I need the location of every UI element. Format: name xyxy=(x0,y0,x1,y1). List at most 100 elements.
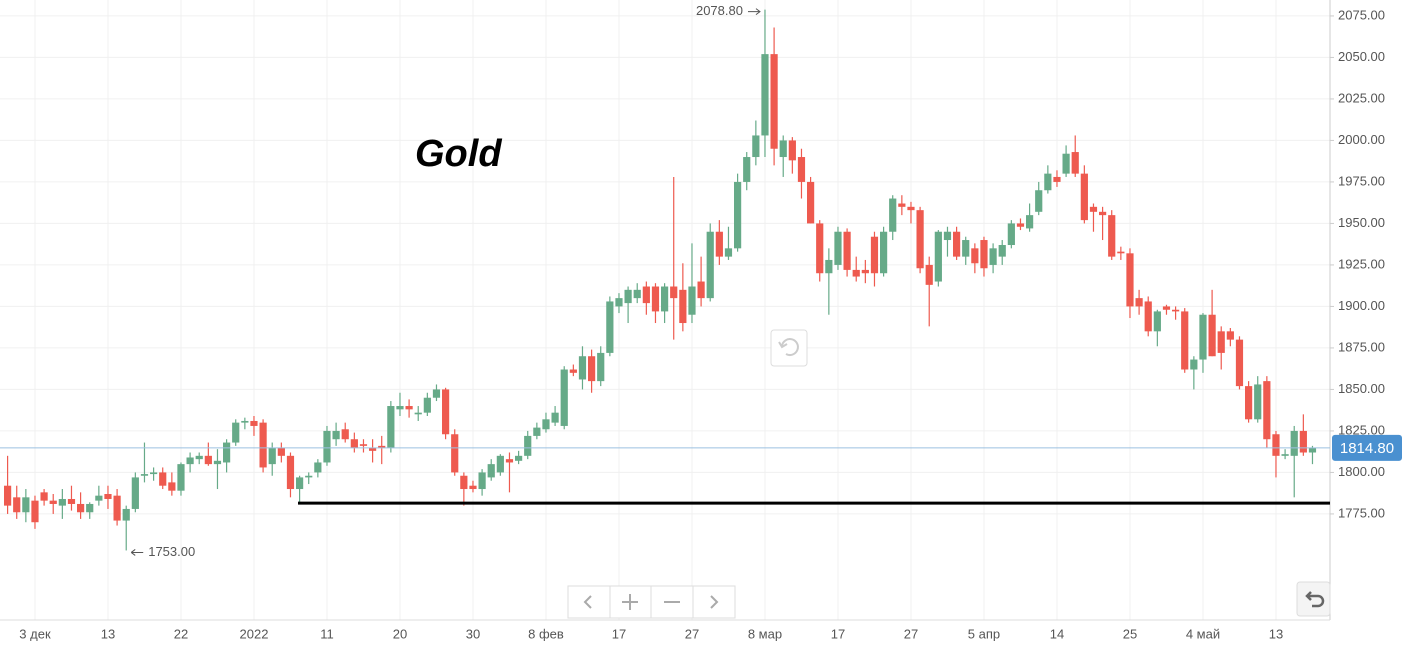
candle-body xyxy=(962,240,970,257)
candle-body xyxy=(13,497,21,513)
x-tick-label: 3 дек xyxy=(19,626,51,641)
candle-body xyxy=(788,140,796,161)
candle-body xyxy=(140,474,149,476)
x-tick-label: 8 мар xyxy=(748,626,782,641)
candle-body xyxy=(478,472,486,490)
candle-body xyxy=(569,369,577,373)
y-tick-label: 1825.00 xyxy=(1338,422,1385,437)
annotation-arrow xyxy=(747,8,761,16)
candle-body xyxy=(1080,173,1088,221)
candle-body xyxy=(916,210,924,269)
reset-scale-button[interactable] xyxy=(1296,581,1331,617)
scroll-right-button[interactable] xyxy=(710,595,719,609)
candle-body xyxy=(1272,434,1280,456)
x-tick-label: 8 фев xyxy=(528,626,564,641)
x-tick-label: 27 xyxy=(685,626,699,641)
candle-body xyxy=(131,477,139,509)
candle-body xyxy=(296,477,304,490)
candle-body xyxy=(1071,152,1079,174)
candle-body xyxy=(204,455,212,465)
candle-body xyxy=(870,236,879,274)
candle-body xyxy=(1181,311,1189,370)
x-tick-label: 2022 xyxy=(240,626,269,641)
candle-body xyxy=(232,422,240,443)
candle-body xyxy=(934,231,942,282)
candle-body xyxy=(1044,173,1052,191)
x-tick-label: 20 xyxy=(393,626,407,641)
x-tick-label: 22 xyxy=(174,626,188,641)
candle-body xyxy=(1281,454,1289,456)
y-tick-label: 2075.00 xyxy=(1338,7,1385,22)
candle-body xyxy=(807,181,815,224)
candle-body xyxy=(706,231,714,299)
candle-body xyxy=(150,472,158,475)
candle-body xyxy=(715,231,723,257)
candle-body xyxy=(49,500,57,504)
y-tick-label: 1975.00 xyxy=(1338,173,1385,188)
candle-body xyxy=(423,397,431,413)
candle-body xyxy=(159,472,167,486)
candles xyxy=(4,9,1317,551)
y-tick-label: 1900.00 xyxy=(1338,298,1385,313)
candle-body xyxy=(168,482,176,491)
candle-body xyxy=(77,503,85,513)
candle-body xyxy=(1172,309,1180,312)
candle-body xyxy=(588,356,596,382)
candle-body xyxy=(889,198,897,232)
candle-body xyxy=(642,286,650,304)
candle-body xyxy=(396,406,404,410)
candle-body xyxy=(31,500,39,523)
candle-body xyxy=(624,289,632,304)
last-price-box xyxy=(1332,434,1402,461)
candle-body xyxy=(880,231,888,274)
x-tick-label: 5 апр xyxy=(968,626,1000,641)
candle-body xyxy=(1208,314,1216,357)
candle-body xyxy=(843,231,851,270)
candle-body xyxy=(779,140,787,158)
candle-body xyxy=(1144,301,1152,332)
candle-body xyxy=(359,444,368,446)
candle-body xyxy=(615,298,623,307)
candle-body xyxy=(378,445,386,448)
candle-body xyxy=(1308,447,1317,453)
reset-button[interactable] xyxy=(770,329,808,367)
candle-body xyxy=(451,434,459,473)
candle-body xyxy=(286,455,295,490)
candle-body xyxy=(1226,331,1234,340)
candle-body xyxy=(797,157,806,182)
candle-body xyxy=(724,248,733,257)
candle-body xyxy=(943,231,952,241)
candle-body xyxy=(1108,215,1116,257)
candle-body xyxy=(223,442,231,463)
candle-body xyxy=(1254,384,1262,420)
candle-body xyxy=(314,462,322,473)
candle-body xyxy=(1199,314,1207,360)
y-tick-label: 2000.00 xyxy=(1338,132,1385,147)
candle-body xyxy=(515,455,523,461)
zoom-in-button[interactable] xyxy=(622,594,638,610)
candle-body xyxy=(1117,251,1125,254)
x-tick-label: 17 xyxy=(831,626,845,641)
scroll-left-button[interactable] xyxy=(583,595,592,609)
candle-body xyxy=(925,264,933,285)
candle-body xyxy=(95,495,103,501)
x-tick-label: 11 xyxy=(320,626,334,641)
x-tick-label: 13 xyxy=(101,626,115,641)
candle-body xyxy=(1099,211,1107,216)
candle-body xyxy=(606,301,614,353)
y-tick-label: 1875.00 xyxy=(1338,339,1385,354)
candle-body xyxy=(1089,206,1098,212)
candle-body xyxy=(1235,339,1244,387)
candle-body xyxy=(4,485,12,506)
candle-body xyxy=(1190,359,1198,370)
candle-body xyxy=(113,495,121,521)
x-tick-label: 17 xyxy=(612,626,626,641)
candle-body xyxy=(369,447,377,451)
candle-body xyxy=(898,203,906,207)
x-tick-label: 30 xyxy=(466,626,480,641)
candle-body xyxy=(405,406,413,410)
candle-body xyxy=(633,289,641,299)
candle-body xyxy=(651,286,660,312)
candle-body xyxy=(670,286,678,299)
